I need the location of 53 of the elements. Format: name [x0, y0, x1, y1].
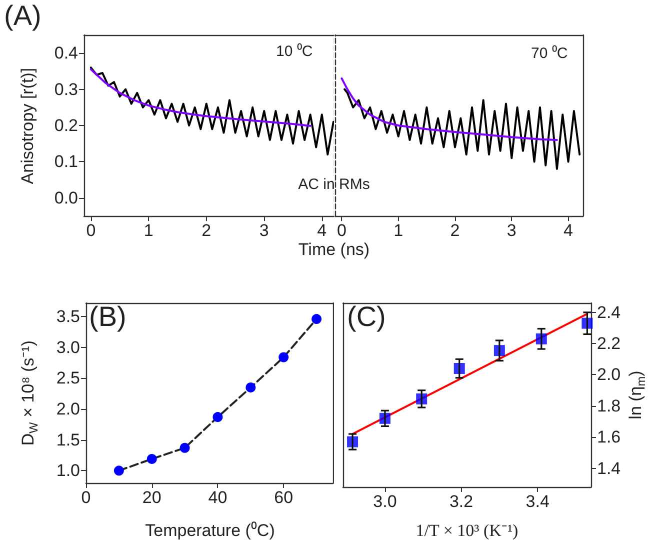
chart-title: (B): [89, 301, 126, 333]
x-tick-label: 3: [259, 221, 269, 240]
line-series: [90, 66, 334, 156]
y-tick-label: 1.6: [597, 428, 621, 447]
y-tick-label: 2.5: [56, 368, 80, 388]
y-tick-label: 2.0: [56, 400, 80, 419]
y-tick-label: 1.5: [56, 430, 80, 450]
x-axis-title: Temperature (⁰C): [145, 520, 275, 541]
x-tick-label: 0: [336, 221, 346, 240]
point: [212, 412, 223, 422]
y-tick-label: 3.5: [56, 307, 80, 326]
x-tick-label: 2: [450, 221, 460, 240]
x-tick-label: 3.0: [373, 492, 397, 511]
y-axis-title: Anisotropy [r(t)]: [18, 68, 38, 184]
x-tick-label: 40: [208, 488, 228, 507]
x-tick-label: 2: [202, 221, 212, 240]
x-axis-title: Time (ns): [298, 240, 370, 260]
point: [146, 454, 157, 464]
point: [114, 466, 124, 476]
annotation: 70 ⁰C: [531, 44, 568, 62]
x-tick-label: 4: [317, 221, 327, 240]
y-tick-label: 1.4: [597, 458, 621, 478]
x-tick-label: 3: [506, 221, 516, 240]
x-tick-label: 60: [274, 488, 294, 507]
x-tick-label: 4: [564, 221, 574, 240]
x-tick-label: 0: [86, 221, 96, 240]
x-tick-label: 20: [142, 488, 162, 507]
y-tick-label: 0.0: [54, 188, 78, 208]
line-series: [90, 68, 312, 127]
y-tick-label: 2.0: [597, 365, 621, 384]
annotation: AC in RMs: [296, 176, 372, 193]
y-tick-label: 0.3: [54, 80, 78, 99]
point: [312, 314, 322, 324]
y-tick-label: 1.0: [56, 461, 80, 480]
chart-title: (C): [347, 301, 386, 333]
y-tick-label: 0.4: [54, 44, 78, 63]
point: [180, 442, 190, 453]
y-tick-label: 1.8: [597, 396, 621, 416]
x-tick-label: 0: [81, 488, 91, 507]
y-tick-label: 2.4: [597, 302, 621, 322]
y-tick-label: 0.1: [54, 152, 78, 172]
x-tick-label: 1: [394, 221, 404, 240]
chart-title: (A): [4, 0, 42, 32]
point: [278, 352, 289, 362]
x-tick-label: 3.4: [526, 492, 550, 511]
y-tick-label: 0.2: [54, 116, 78, 135]
y-tick-label: 2.2: [597, 334, 621, 354]
x-tick-label: 3.2: [449, 492, 474, 511]
x-axis-title: 1/T × 10³ (K⁻¹): [416, 520, 518, 541]
y-tick-label: 3.0: [56, 338, 80, 357]
x-tick-label: 1: [144, 221, 154, 240]
point: [246, 382, 256, 392]
annotation: 10 ⁰C: [276, 42, 313, 60]
